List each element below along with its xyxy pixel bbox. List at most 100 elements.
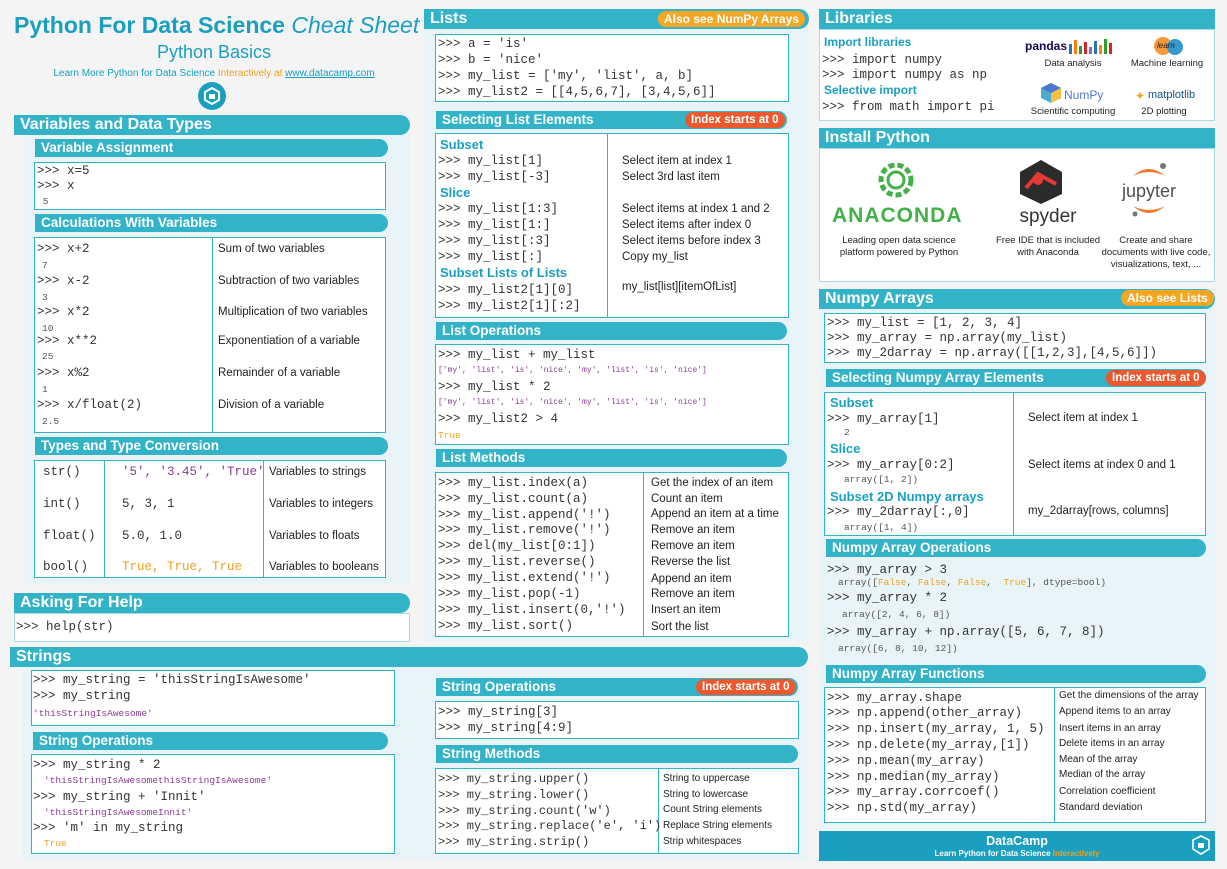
- calc-desc: Remainder of a variable: [218, 367, 341, 379]
- list-ops-out: True: [438, 430, 461, 441]
- numpy-func-desc: Get the dimensions of the array: [1059, 690, 1199, 701]
- string-ops-box-left: [31, 754, 395, 854]
- page-title: Python For Data Science Cheat Sheet: [14, 12, 419, 39]
- list-ops-code: >>> my_list + my_list: [438, 348, 596, 362]
- calc-output: 25: [42, 351, 54, 362]
- type-fn: float(): [43, 529, 96, 543]
- numpy-intro-line: >>> my_array = np.array(my_list): [827, 331, 1068, 345]
- strings-intro-out: 'thisStringIsAwesome': [33, 708, 153, 719]
- list-subset-desc: Select item at index 1: [622, 155, 732, 167]
- strings-intro-1-text: >>> my_string = 'thisStringIsAwesome': [33, 673, 311, 687]
- numpy-func-code: >>> np.std(my_array): [827, 801, 978, 815]
- anaconda-ring-icon: [876, 160, 916, 200]
- matplotlib-logo-text: matplotlib: [1148, 89, 1196, 101]
- assign-line-1: >>> x=5: [37, 164, 90, 178]
- list-ops-header: List Operations: [436, 322, 787, 340]
- type-example: '5', '3.45', 'True': [122, 465, 265, 479]
- import-line: >>> import numpy: [822, 53, 943, 67]
- type-desc: Variables to strings: [269, 466, 366, 478]
- title-italic: Cheat Sheet: [291, 12, 420, 38]
- lists-see-numpy-badge[interactable]: Also see NumPy Arrays: [658, 11, 805, 27]
- string-method-desc: String to uppercase: [663, 773, 750, 784]
- lists-intro-line: >>> b = 'nice': [438, 53, 544, 67]
- numpy-caption: Scientific computing: [1030, 106, 1116, 117]
- numpy-subset-desc: Select item at index 1: [1028, 412, 1138, 424]
- footer-tagline: Learn Python for Data Science Interactiv…: [934, 849, 1100, 858]
- datacamp-link[interactable]: www.datacamp.com: [285, 68, 375, 79]
- list-slice-code: >>> my_list[:3]: [438, 234, 551, 248]
- variable-assignment-box: [34, 162, 386, 210]
- numpy-select-divider: [1013, 393, 1014, 535]
- numpy-ops-code: >>> my_array * 2: [827, 591, 948, 605]
- jupyter-logo-text: jupyter: [1121, 181, 1177, 201]
- string-ops-header-left: String Operations: [33, 732, 388, 750]
- numpy-func-desc: Mean of the array: [1059, 754, 1138, 765]
- lists-intro-box: [435, 34, 789, 102]
- numpy-funcs-box: [824, 687, 1206, 823]
- pandas-chart-icon: [1068, 38, 1116, 54]
- numpy-func-code: >>> np.delete(my_array,[1]): [827, 738, 1030, 752]
- type-fn: int(): [43, 497, 81, 511]
- list-subset-code: >>> my_list[-3]: [438, 170, 551, 184]
- numpy-intro-line: >>> my_list = [1, 2, 3, 4]: [827, 316, 1023, 330]
- calc-desc: Multiplication of two variables: [218, 306, 368, 318]
- numpy-ops-false: False: [957, 577, 987, 588]
- numpy-slice-desc: Select items at index 0 and 1: [1028, 459, 1176, 471]
- type-desc: Variables to booleans: [269, 561, 379, 573]
- import-line: >>> import numpy as np: [822, 68, 988, 82]
- numpy-subset-label: Subset: [830, 395, 874, 410]
- lists-intro-line: >>> a = 'is': [438, 37, 529, 51]
- calc-box: [34, 237, 386, 433]
- footer-banner: [819, 831, 1215, 861]
- string-index-badge: Index starts at 0: [696, 679, 796, 695]
- string-ops-line: >>> 'm' in my_string: [33, 821, 184, 835]
- list-methods-divider: [643, 473, 644, 636]
- list-method-desc: Append an item: [651, 573, 732, 585]
- type-example: 5.0, 1.0: [122, 529, 183, 543]
- list-method-code: >>> del(my_list[0:1]): [438, 539, 596, 553]
- calc-code: >>> x/float(2): [37, 398, 143, 412]
- string-ops-out: 'thisStringIsAwesomethisStringIsAwesome': [44, 775, 273, 786]
- assign-output: 5: [37, 196, 49, 207]
- list-slice-code: >>> my_list[1:]: [438, 218, 551, 232]
- list-method-code: >>> my_list.insert(0,'!'): [438, 603, 626, 617]
- jupyter-orbit-icon: [1129, 160, 1169, 222]
- type-example: True, True, True: [122, 560, 243, 574]
- spyder-logo-text: spyder: [1019, 206, 1077, 227]
- help-header: Asking For Help: [14, 593, 410, 613]
- string-methods-box: [435, 768, 799, 854]
- string-method-code: >>> my_string.count('w'): [438, 804, 611, 818]
- string-method-desc: Strip whitespaces: [663, 836, 742, 847]
- type-fn: str(): [43, 465, 81, 479]
- list-method-desc: Remove an item: [651, 540, 735, 552]
- string-method-code: >>> my_string.replace('e', 'i'): [438, 819, 662, 833]
- learn-line: Learn More Python for Data Science Inter…: [53, 68, 375, 79]
- list-ops-code: >>> my_list * 2: [438, 380, 551, 394]
- list-methods-header: List Methods: [436, 449, 787, 467]
- numpy-intro-box: [824, 313, 1206, 363]
- string-ops-line: >>> my_string + 'Innit': [33, 790, 206, 804]
- datacamp-logo-icon: [198, 82, 226, 110]
- calc-code: >>> x+2: [37, 242, 90, 256]
- numpy-func-code: >>> np.median(my_array): [827, 770, 1000, 784]
- spyder-web-icon: [1016, 158, 1066, 206]
- numpy-ops-true: True: [1003, 577, 1027, 588]
- list-subsetlists-code: >>> my_list2[1][0]: [438, 283, 574, 297]
- libraries-header: Libraries: [819, 9, 1215, 29]
- string-method-code: >>> my_string.upper(): [438, 772, 590, 786]
- calc-header: Calculations With Variables: [35, 214, 388, 232]
- selective-label: Selective import: [824, 83, 917, 97]
- list-subsetlists-code: >>> my_list2[1][:2]: [438, 299, 581, 313]
- calc-output: 1: [42, 384, 48, 395]
- list-method-code: >>> my_list.index(a): [438, 476, 589, 490]
- string-method-code: >>> my_string.lower(): [438, 788, 590, 802]
- list-slice-desc: Select items after index 0: [622, 219, 752, 231]
- numpy-func-code: >>> np.append(other_array): [827, 706, 1023, 720]
- numpy-see-lists-badge[interactable]: Also see Lists: [1121, 290, 1214, 306]
- footer-brand: DataCamp: [986, 834, 1048, 848]
- types-header: Types and Type Conversion: [35, 437, 388, 455]
- anaconda-caption: Leading open data science platform power…: [839, 235, 959, 258]
- numpy-funcs-header: Numpy Array Functions: [826, 665, 1206, 683]
- select-list-box: [435, 133, 789, 318]
- list-subset-label: Subset: [440, 137, 484, 152]
